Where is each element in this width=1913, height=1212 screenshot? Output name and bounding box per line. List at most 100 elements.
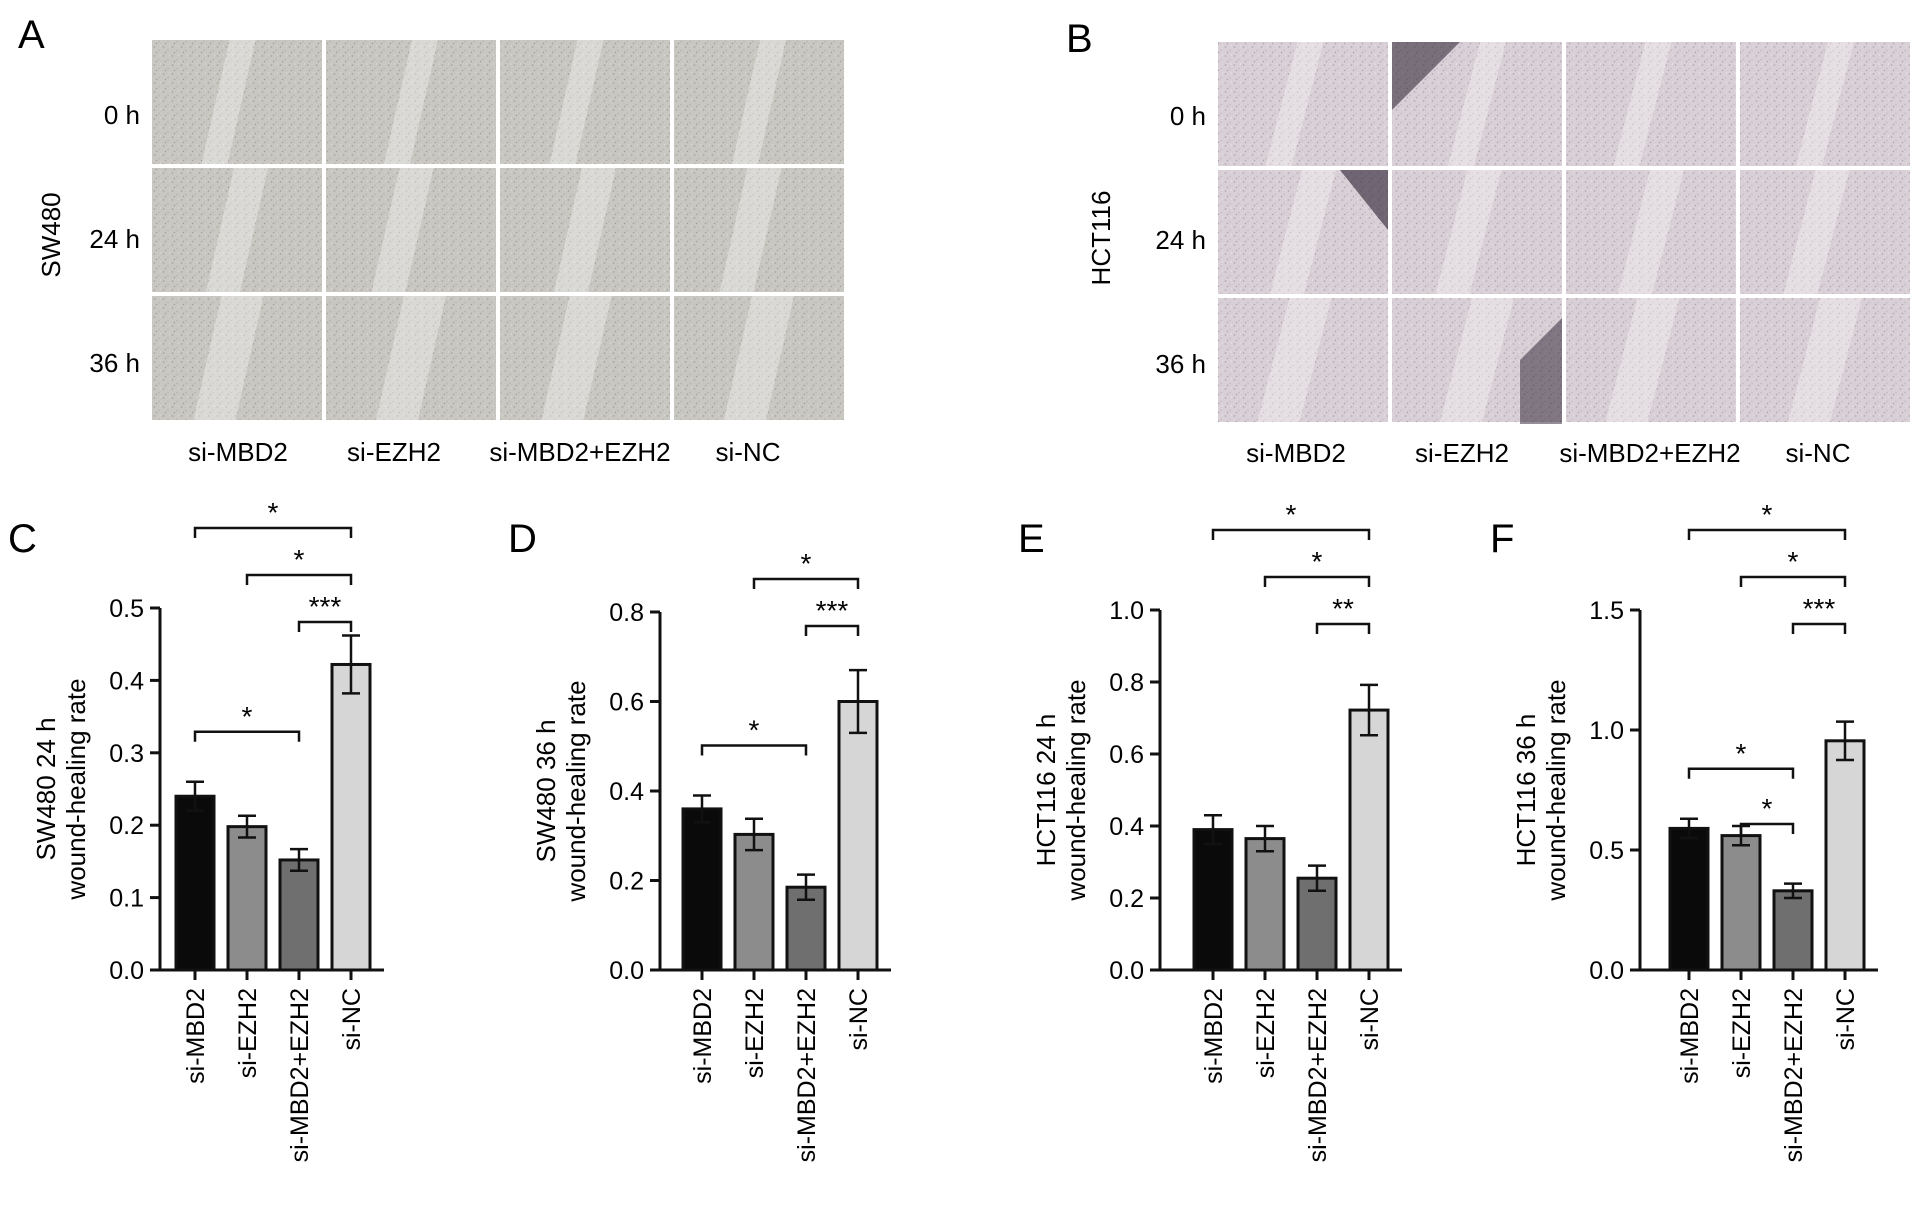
y-axis-label: wound-healing rate: [561, 680, 591, 902]
y-tick-label: 0.4: [1109, 813, 1144, 841]
x-tick-label: si-MBD2+EZH2: [793, 988, 821, 1162]
x-tick-label: si-MBD2+EZH2: [1780, 988, 1808, 1162]
wound-gap: [384, 40, 438, 164]
wound-gap: [206, 168, 268, 292]
y-axis-label: HCT116 24 h: [1031, 714, 1061, 867]
x-tick-label: si-MBD2+EZH2: [1304, 988, 1332, 1162]
wound-gap: [724, 296, 794, 420]
micrograph-image: [1218, 42, 1388, 166]
significance-label: *: [1736, 738, 1747, 769]
wound-gap: [201, 40, 256, 164]
x-tick-label: si-EZH2: [1252, 988, 1280, 1078]
micrograph-image: [1566, 298, 1736, 422]
significance-label: *: [749, 714, 760, 745]
micrograph-b-r0-c0: [1218, 42, 1388, 166]
bar-si-mbd2-ezh2: [278, 858, 320, 972]
significance-bracket: [297, 620, 353, 632]
y-tick-label: 0.3: [109, 740, 144, 768]
panel-letter-c: C: [8, 517, 37, 561]
row-label-a-36h: 36 h: [89, 348, 140, 378]
bar-si-ezh2: [733, 832, 775, 972]
y-axis-label: SW480 24 h: [31, 717, 61, 860]
panel-a: A SW480 0 h 24 h 36 h si-MBD2 si-EZH2 si…: [18, 13, 844, 467]
bar-si-nc: [837, 700, 879, 972]
y-tick-label: 0.5: [109, 595, 144, 623]
micrograph-a-r2-c0: [152, 296, 322, 420]
micrograph-image: [500, 296, 670, 420]
micrograph-a-r0-c3: [674, 40, 844, 164]
x-tick-label: si-MBD2: [182, 988, 210, 1084]
col-label-a-si-ezh2: si-EZH2: [347, 437, 441, 467]
wound-gap: [549, 40, 604, 164]
micrograph-image: [674, 168, 844, 292]
x-tick-label: si-NC: [338, 988, 366, 1051]
significance-bracket: [1211, 528, 1371, 540]
micrograph-b-r0-c2: [1566, 42, 1736, 166]
significance-label: *: [1788, 546, 1799, 577]
micrograph-image: [500, 168, 670, 292]
x-tick-label: si-EZH2: [1728, 988, 1756, 1078]
col-label-b-si-nc: si-NC: [1786, 438, 1851, 468]
bar-si-nc: [330, 662, 372, 972]
vignette-shadow: [1340, 170, 1388, 230]
wound-gap: [371, 168, 434, 292]
micrograph-image: [326, 40, 496, 164]
wound-gap: [1613, 42, 1672, 166]
row-label-b-0h: 0 h: [1170, 101, 1206, 131]
cell-line-label-b: HCT116: [1086, 191, 1116, 286]
wound-gap: [1783, 170, 1850, 294]
chart-f: F HCT116 36 h wound-healing rate 0.0 0.5 1.0 1…: [1490, 499, 1878, 1162]
panel-letter-a: A: [18, 13, 45, 57]
micrograph-a-r0-c1: [326, 40, 496, 164]
micrograph-image: [152, 296, 322, 420]
wound-gap: [1796, 42, 1854, 166]
x-tick-label: si-MBD2+EZH2: [286, 988, 314, 1162]
bar-si-mbd2-ezh2: [1772, 889, 1814, 972]
bar-si-mbd2-ezh2: [1296, 876, 1338, 972]
x-tick-label: si-MBD2: [1676, 988, 1704, 1084]
y-tick-label: 0.4: [609, 778, 644, 806]
y-tick-label: 0.6: [1109, 741, 1144, 769]
significance-bracket: [700, 744, 808, 756]
micrograph-image: [1740, 170, 1910, 294]
y-axis-label: wound-healing rate: [1541, 679, 1571, 901]
micrograph-a-r2-c1: [326, 296, 496, 420]
significance-label: ***: [816, 595, 849, 626]
panel-b: B HCT116 0 h 24 h 36 h si-MBD2 si-EZH2 s…: [1066, 17, 1910, 468]
y-tick-label: 1.0: [1109, 597, 1144, 625]
micrograph-a-r2-c2: [500, 296, 670, 420]
significance-label: *: [1312, 546, 1323, 577]
bar-si-mbd2: [1668, 826, 1710, 972]
significance-bracket: [804, 624, 860, 636]
x-tick-label: si-MBD2: [689, 988, 717, 1084]
significance-label: *: [294, 544, 305, 575]
panel-letter-e: E: [1018, 517, 1045, 561]
y-tick-label: 1.5: [1589, 597, 1624, 625]
micrograph-grid-b: [1218, 42, 1910, 424]
x-tick-label: si-NC: [1356, 988, 1384, 1051]
significance-bracket: [1315, 622, 1371, 634]
micrograph-image: [152, 40, 322, 164]
y-tick-label: 0.8: [609, 599, 644, 627]
wound-gap: [1440, 298, 1514, 422]
significance-bracket: [1739, 575, 1847, 587]
bar-si-ezh2: [226, 825, 268, 972]
wound-gap: [1270, 170, 1336, 294]
significance-bracket: [752, 577, 860, 589]
micrograph-image: [674, 296, 844, 420]
chart-e: E HCT116 24 h wound-healing rate 0.0 0.2 0.4 0…: [1018, 499, 1402, 1162]
col-label-a-si-mbd2: si-MBD2: [188, 437, 288, 467]
significance-label: ***: [1803, 593, 1836, 624]
panel-letter-b: B: [1066, 17, 1093, 61]
micrograph-image: [1392, 170, 1562, 294]
vignette-shadow: [1520, 318, 1562, 424]
micrograph-a-r1-c2: [500, 168, 670, 292]
y-tick-label: 0.2: [1109, 885, 1144, 913]
significance-bracket: [1263, 575, 1371, 587]
micrograph-b-r1-c2: [1566, 170, 1736, 294]
micrograph-image: [1218, 298, 1388, 422]
significance-label: *: [801, 548, 812, 579]
y-tick-label: 0.5: [1589, 837, 1624, 865]
